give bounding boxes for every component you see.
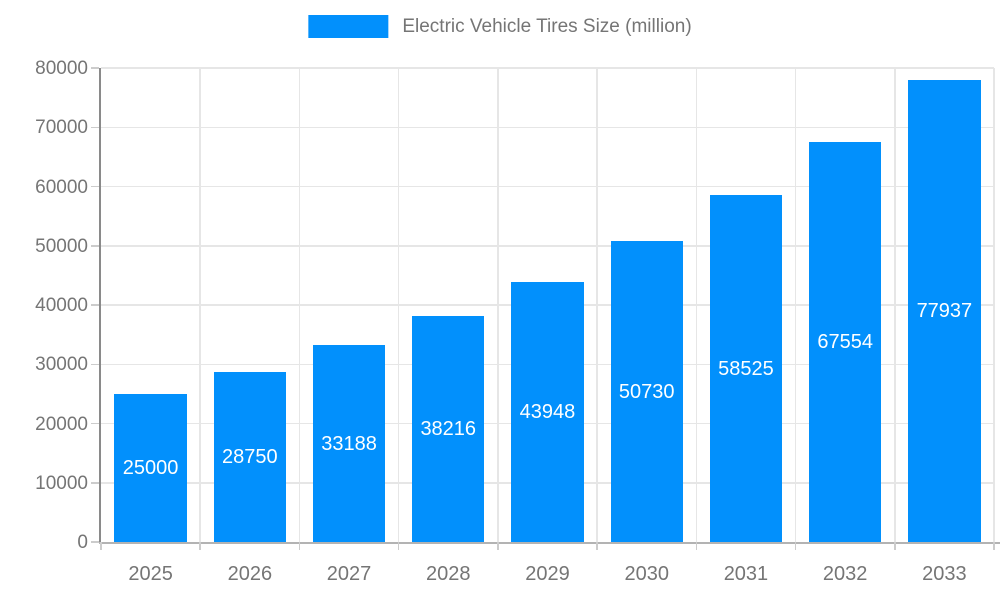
x-axis-tick <box>894 542 896 550</box>
x-tick-label: 2032 <box>822 563 868 585</box>
bar[interactable]: 43948 <box>511 281 584 542</box>
bar-value-label: 33188 <box>321 432 377 455</box>
bar[interactable]: 67554 <box>808 141 882 542</box>
x-axis-tick <box>199 542 201 550</box>
y-axis-tick <box>91 422 99 425</box>
x-axis-tick <box>298 542 301 550</box>
bar[interactable]: 50730 <box>610 241 683 542</box>
bar-value-label: 67554 <box>817 330 873 353</box>
y-axis-tick <box>91 363 99 365</box>
x-tick-label: 2027 <box>326 563 372 585</box>
bar[interactable]: 38216 <box>412 315 485 542</box>
x-tick-label: 2033 <box>922 563 967 585</box>
y-tick-label: 0 <box>77 532 88 553</box>
gridline-horizontal <box>101 67 994 69</box>
y-axis-tick <box>91 185 99 188</box>
gridline-vertical <box>695 68 698 542</box>
gridline-horizontal <box>101 126 994 128</box>
bar-value-label: 77937 <box>916 300 973 323</box>
gridline-horizontal <box>101 185 994 188</box>
bar[interactable]: 28750 <box>213 371 287 542</box>
y-tick-label: 30000 <box>35 354 88 376</box>
legend-swatch-icon <box>308 15 389 38</box>
y-tick-label: 80000 <box>35 58 88 79</box>
bar-value-label: 43948 <box>519 400 576 423</box>
legend-label: Electric Vehicle Tires Size (million) <box>402 15 692 37</box>
y-tick-label: 60000 <box>35 176 88 198</box>
gridline-vertical <box>497 68 499 542</box>
gridline-vertical <box>397 68 400 542</box>
gridline-vertical <box>298 68 301 542</box>
y-tick-label: 70000 <box>35 117 88 139</box>
y-axis-tick <box>91 541 99 543</box>
y-tick-label: 20000 <box>35 413 88 435</box>
y-tick-label: 40000 <box>35 295 88 316</box>
bar[interactable]: 25000 <box>114 393 187 542</box>
y-tick-label: 50000 <box>35 235 88 257</box>
y-axis-tick <box>91 245 99 247</box>
legend-item[interactable]: Electric Vehicle Tires Size (million) <box>308 15 692 38</box>
x-tick-label: 2029 <box>525 563 570 585</box>
x-axis-tick <box>794 542 797 550</box>
bar-value-label: 25000 <box>122 456 179 479</box>
y-axis-line <box>99 68 101 542</box>
gridline-vertical <box>596 68 598 542</box>
bar-value-label: 38216 <box>420 417 477 440</box>
x-tick-label: 2030 <box>624 563 669 585</box>
y-axis-tick <box>91 482 99 484</box>
x-axis-tick <box>596 542 598 550</box>
x-axis-tick <box>497 542 499 550</box>
bar-value-label: 28750 <box>222 445 278 468</box>
x-tick-label: 2025 <box>128 563 173 585</box>
x-tick-label: 2026 <box>227 563 273 585</box>
bar-value-label: 50730 <box>618 380 675 403</box>
bar[interactable]: 33188 <box>312 345 386 542</box>
x-tick-label: 2028 <box>426 563 471 585</box>
x-axis-tick <box>100 542 102 550</box>
gridline-vertical <box>894 68 896 542</box>
gridline-vertical <box>794 68 797 542</box>
gridline-vertical <box>199 68 201 542</box>
x-axis-tick <box>397 542 400 550</box>
plot-area: 25000 28750 33188 38216 43948 50730 58525 67554… <box>91 67 1000 550</box>
bar-value-label: 58525 <box>718 357 774 380</box>
x-axis-line <box>99 542 1000 544</box>
y-axis-tick <box>91 304 99 306</box>
y-tick-label: 10000 <box>35 472 88 494</box>
x-tick-label: 2031 <box>723 563 769 585</box>
gridline-horizontal <box>101 245 994 247</box>
bar[interactable]: 58525 <box>709 195 783 542</box>
y-axis-tick <box>91 67 99 69</box>
y-axis-tick <box>91 126 99 128</box>
x-axis-tick <box>695 542 698 550</box>
x-axis-tick <box>993 542 995 550</box>
gridline-vertical <box>993 68 995 542</box>
bar[interactable]: 77937 <box>908 80 981 542</box>
